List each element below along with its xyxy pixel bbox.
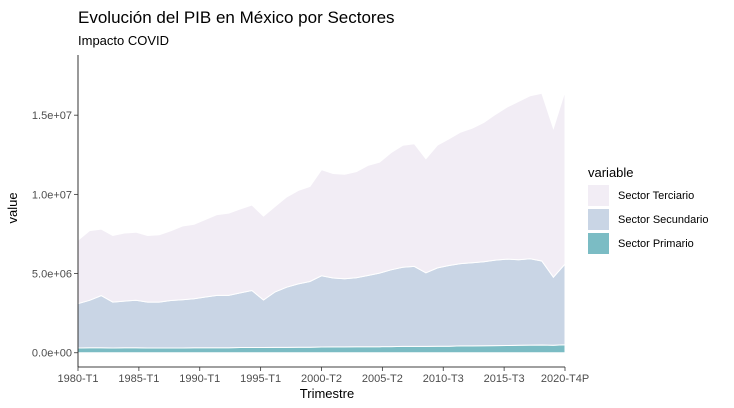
x-ticks: 1980-T1 1985-T1 1990-T1 1995-T1 2000-T2 2005-… (58, 367, 589, 385)
chart-title: Evolución del PIB en México por Sectores (78, 8, 395, 27)
x-tick-label: 2000-T2 (301, 373, 342, 385)
legend-label: Sector Secundario (618, 214, 709, 226)
x-tick-label: 2005-T2 (362, 373, 403, 385)
legend: variable Sector Terciario Sector Secundar… (588, 165, 709, 254)
legend-swatch (588, 185, 609, 206)
x-tick-label: 1985-T1 (118, 373, 159, 385)
y-tick-label: 0.0e+00 (32, 348, 72, 360)
x-tick-label: 2015-T3 (484, 373, 525, 385)
x-tick-label: 2010-T3 (423, 373, 464, 385)
x-tick-label: 1980-T1 (58, 373, 99, 385)
y-tick-label: 1.0e+07 (32, 189, 72, 201)
legend-title: variable (588, 165, 634, 180)
legend-items: Sector Terciario Sector Secundario Sector … (588, 185, 709, 254)
y-tick-label: 5.0e+06 (32, 269, 72, 281)
x-axis-title: Trimestre (300, 386, 354, 401)
x-tick-label: 1990-T1 (179, 373, 220, 385)
legend-swatch (588, 209, 609, 230)
x-tick-label: 1995-T1 (240, 373, 281, 385)
y-axis-title: value (5, 192, 20, 223)
x-tick-label: 2020-T4P (541, 373, 589, 385)
chart-subtitle: Impacto COVID (78, 33, 169, 48)
legend-label: Sector Terciario (618, 190, 694, 202)
y-tick-label: 1.5e+07 (32, 110, 72, 122)
y-ticks: 0.0e+00 5.0e+06 1.0e+07 1.5e+07 (32, 110, 78, 360)
legend-swatch (588, 233, 609, 254)
plot-areas (77, 91, 566, 354)
legend-label: Sector Primario (618, 238, 694, 250)
area-sector-terciario (77, 91, 566, 305)
